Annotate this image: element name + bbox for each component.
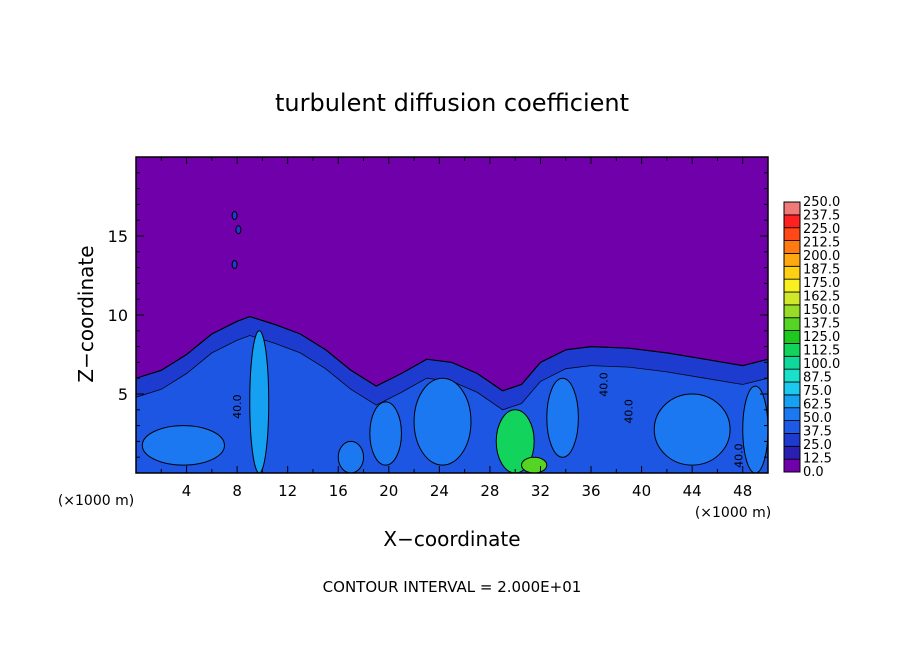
plume-0 — [141, 425, 225, 466]
plume-3 — [369, 401, 402, 466]
colorbar-swatch-15 — [783, 265, 801, 280]
y-tick-label-1: 10 — [108, 306, 128, 325]
colorbar-label-9: 112.5 — [803, 344, 840, 359]
colorbar-label-14: 175.0 — [803, 276, 840, 291]
x-tick-label-0: 4 — [182, 482, 192, 500]
colorbar-label-15: 187.5 — [803, 263, 840, 278]
contour-label-3: 40.0 — [733, 443, 746, 468]
colorbar-swatch-6 — [783, 381, 801, 396]
x-unit-right: (×1000 m) — [695, 505, 771, 521]
colorbar-label-7: 87.5 — [803, 371, 832, 386]
colorbar-label-1: 12.5 — [803, 452, 832, 467]
plume-1 — [249, 330, 270, 473]
x-tick-label-6: 28 — [480, 482, 499, 500]
plume-9 — [742, 385, 768, 473]
plume-7 — [546, 377, 579, 458]
contour-interval-note: CONTOUR INTERVAL = 2.000E+01 — [323, 578, 582, 596]
colorbar-label-2: 25.0 — [803, 438, 832, 453]
colorbar-label-18: 225.0 — [803, 222, 840, 237]
contour-label-1: 40.0 — [597, 372, 610, 397]
chart-title: turbulent diffusion coefficient — [275, 89, 629, 117]
plume-2 — [337, 440, 365, 473]
field-layer: 40.0 40.0 40.0 40.0 — [136, 157, 768, 473]
colorbar-swatch-20 — [783, 201, 801, 216]
colorbar-swatch-3 — [783, 420, 801, 434]
colorbar-label-11: 137.5 — [803, 317, 840, 332]
colorbar-label-13: 162.5 — [803, 290, 840, 305]
colorbar-label-6: 75.0 — [803, 384, 832, 399]
colorbar-swatch-4 — [783, 407, 801, 421]
colorbar-label-4: 50.0 — [803, 411, 832, 426]
colorbar-swatch-14 — [783, 278, 801, 293]
plume-4 — [413, 377, 472, 466]
colorbar-frame — [783, 201, 801, 473]
colorbar-label-17: 212.5 — [803, 236, 840, 251]
colorbar-swatch-9 — [783, 343, 801, 357]
colorbar: 0.012.525.037.550.062.575.087.5100.0112.… — [783, 195, 840, 480]
colorbar-label-5: 62.5 — [803, 398, 832, 413]
colorbar-label-19: 237.5 — [803, 209, 840, 224]
plume-8 — [653, 393, 731, 466]
x-tick-label-1: 8 — [232, 482, 242, 500]
colorbar-swatch-5 — [783, 394, 801, 409]
spot-1 — [231, 259, 238, 269]
colorbar-swatch-19 — [783, 214, 801, 229]
colorbar-swatch-13 — [783, 291, 801, 306]
contour-label-0: 40.0 — [231, 394, 244, 419]
x-tick-label-8: 36 — [581, 482, 600, 500]
colorbar-label-3: 37.5 — [803, 425, 832, 440]
colorbar-swatch-2 — [783, 433, 801, 447]
colorbar-swatch-10 — [783, 330, 801, 344]
colorbar-swatch-16 — [783, 253, 801, 267]
x-axis-label: X−coordinate — [383, 527, 520, 551]
colorbar-label-12: 150.0 — [803, 303, 840, 318]
colorbar-label-20: 250.0 — [803, 195, 840, 210]
colorbar-swatch-7 — [783, 368, 801, 383]
y-axis-label: Z−coordinate — [74, 245, 98, 382]
colorbar-swatch-8 — [783, 355, 801, 370]
colorbar-label-0: 0.0 — [803, 465, 824, 480]
x-tick-label-11: 48 — [733, 482, 752, 500]
spot-2 — [235, 225, 242, 235]
y-tick-label-2: 15 — [108, 227, 128, 246]
x-tick-label-5: 24 — [430, 482, 449, 500]
colorbar-swatch-11 — [783, 317, 801, 331]
colorbar-swatch-17 — [783, 240, 801, 254]
x-tick-label-3: 16 — [329, 482, 348, 500]
contour-label-2: 40.0 — [623, 399, 636, 424]
plot-area: 40.0 40.0 40.0 40.0 — [136, 157, 768, 473]
x-tick-label-7: 32 — [531, 482, 550, 500]
colorbar-swatch-18 — [783, 227, 801, 241]
x-unit-left: (×1000 m) — [58, 493, 134, 509]
x-tick-label-10: 44 — [683, 482, 702, 500]
y-tick-label-0: 5 — [118, 385, 128, 404]
spot-0 — [231, 210, 238, 220]
colorbar-swatch-12 — [783, 304, 801, 319]
x-tick-label-9: 40 — [632, 482, 651, 500]
colorbar-label-8: 100.0 — [803, 357, 840, 372]
colorbar-label-16: 200.0 — [803, 249, 840, 264]
plume-6 — [521, 456, 548, 473]
x-tick-label-4: 20 — [379, 482, 398, 500]
colorbar-swatch-0 — [783, 458, 801, 473]
colorbar-label-10: 125.0 — [803, 330, 840, 345]
colorbar-swatch-1 — [783, 445, 801, 460]
x-tick-label-2: 12 — [278, 482, 297, 500]
